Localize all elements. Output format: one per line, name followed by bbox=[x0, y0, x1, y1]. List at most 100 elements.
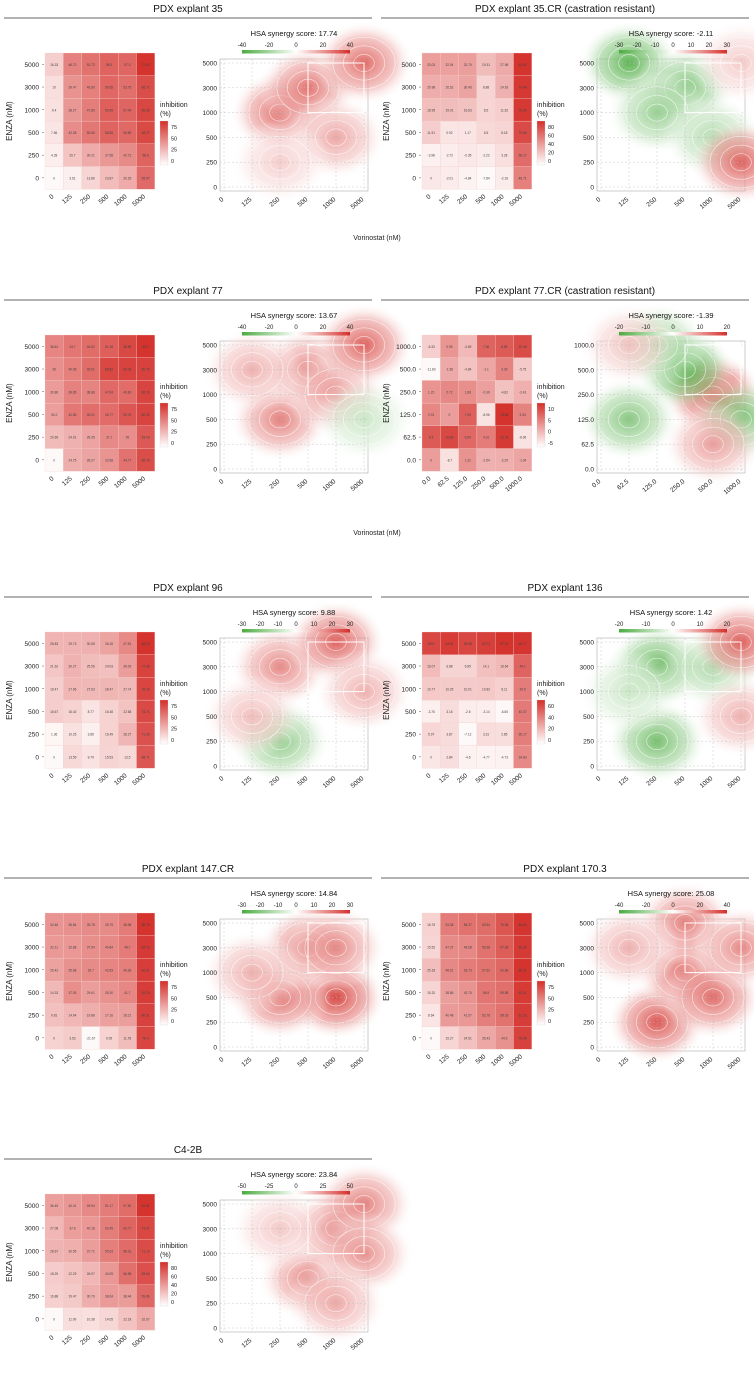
x-tick-label: 5000 bbox=[131, 193, 147, 208]
inhibition-heatmap: 0 11.09 10.38 14.05 22.18 32.67 16.88 19.47 30.7… bbox=[44, 1193, 155, 1331]
cell-value: 73.07 bbox=[142, 1227, 150, 1231]
cell-value: 46.51 bbox=[87, 368, 95, 372]
surface-y-tick-label: 250 bbox=[206, 442, 217, 449]
cell-value: 16.64 bbox=[500, 665, 508, 669]
cell-value: 19.88 bbox=[87, 1014, 95, 1018]
y-tick-label: 3000 bbox=[25, 1226, 40, 1233]
legend-tick-label: 40 bbox=[171, 1283, 177, 1289]
cell-value: 66.71 bbox=[142, 86, 150, 90]
y-tick-label: 1000 bbox=[25, 967, 40, 974]
synergy-score: HSA synergy score: 14.84 bbox=[251, 889, 338, 898]
heatmap-cell bbox=[513, 912, 532, 936]
synergy-tick-label: 50 bbox=[347, 1184, 354, 1190]
cell-value: 7.36 bbox=[483, 345, 489, 349]
legend-tick-label: 0 bbox=[548, 1019, 551, 1025]
cell-value: 8.11 bbox=[501, 687, 507, 691]
x-tick-label: 1000 bbox=[490, 1053, 506, 1068]
cell-value: 27.16 bbox=[105, 1014, 113, 1018]
legend-tick-label: 60 bbox=[171, 1275, 177, 1281]
legend-tick-label: 75 bbox=[171, 125, 177, 131]
cell-value: 27.96 bbox=[68, 687, 76, 691]
x-tick-label: 500 bbox=[475, 193, 488, 206]
x-tick-label: 250 bbox=[456, 193, 469, 206]
surface-x-tick-label: 5000 bbox=[350, 478, 366, 493]
legend-tick-label: 20 bbox=[171, 1292, 177, 1298]
cell-value: 32.04 bbox=[445, 63, 453, 67]
cell-value: 39.47 bbox=[68, 86, 76, 90]
y-tick-label: 3000 bbox=[402, 664, 417, 671]
surface-y-tick-label: 62.5 bbox=[581, 442, 594, 449]
cell-value: 18.95 bbox=[427, 108, 435, 112]
cell-value: 57.52 bbox=[482, 968, 490, 972]
panel-4: PDX explant 96 0 13.59 9.79 15.53 13.5 68.71 1.… bbox=[4, 583, 415, 790]
legend-tick-label: 80 bbox=[171, 1266, 177, 1272]
x-tick-label: 500 bbox=[475, 772, 488, 785]
y-tick-label: 0 bbox=[35, 175, 39, 182]
cell-value: 42.72 bbox=[123, 154, 131, 158]
cell-value: -1.04 bbox=[519, 458, 526, 462]
y-tick-label: 1000 bbox=[402, 967, 417, 974]
synergy-tick-label: 0 bbox=[294, 903, 298, 909]
synergy-tick-label: -20 bbox=[633, 43, 642, 49]
cell-value: 46.36 bbox=[123, 968, 131, 972]
cell-value: 44.5 bbox=[501, 1036, 507, 1040]
synergy-legend-bar bbox=[619, 629, 727, 633]
max-synergy-area bbox=[684, 62, 742, 114]
cell-value: 10.82 bbox=[482, 687, 490, 691]
surface-y-tick-label: 5000 bbox=[203, 921, 218, 928]
cell-value: 77.02 bbox=[142, 63, 150, 67]
panel-2: PDX explant 77 0 24.75 28.27 33.58 44.77 56.75… bbox=[4, 286, 415, 493]
legend-tick-label: 0 bbox=[548, 159, 551, 165]
cell-value: 58.82 bbox=[105, 368, 113, 372]
cell-value: -4.82 bbox=[501, 390, 508, 394]
legend-tick-label: 0 bbox=[171, 441, 174, 447]
surface-y-tick-label: 500.0 bbox=[578, 367, 595, 374]
cell-value: 71.29 bbox=[142, 733, 150, 737]
cell-value: 20.69 bbox=[50, 436, 58, 440]
y-tick-label: 0 bbox=[412, 1035, 416, 1042]
cell-value: 62.73 bbox=[482, 642, 490, 646]
cell-value: 28.83 bbox=[50, 642, 58, 646]
legend-tick-label: 0 bbox=[548, 430, 551, 436]
synergy-tick-label: 40 bbox=[347, 43, 354, 49]
cell-value: 40.41 bbox=[68, 1204, 76, 1208]
legend-tick-label: 40 bbox=[548, 142, 554, 148]
cell-value: 10.01 bbox=[464, 687, 472, 691]
legend-tick-label: 50 bbox=[548, 996, 554, 1002]
cell-value: 14.33 bbox=[50, 991, 58, 995]
synergy-tick-label: 20 bbox=[329, 903, 336, 909]
cell-value: 70.85 bbox=[519, 131, 527, 135]
heatmap-cell bbox=[136, 1193, 155, 1217]
max-synergy-area bbox=[307, 1203, 365, 1255]
cell-value: 30.55 bbox=[68, 1249, 76, 1253]
surface-y-tick-label: 1000 bbox=[203, 970, 218, 977]
surface-y-tick-label: 250 bbox=[583, 739, 594, 746]
heatmap-cell bbox=[513, 52, 532, 76]
synergy-tick-label: -20 bbox=[256, 622, 265, 628]
cell-value: 28.35 bbox=[87, 436, 95, 440]
surface-y-tick-label: 500 bbox=[206, 995, 217, 1002]
cell-value: 36.45 bbox=[50, 1204, 58, 1208]
cell-value: 16.83 bbox=[464, 108, 472, 112]
cell-value: 58.33 bbox=[500, 1014, 508, 1018]
cell-value: 32.88 bbox=[68, 946, 76, 950]
cell-value: 2.72 bbox=[446, 390, 452, 394]
y-axis-label: ENZA (nM) bbox=[382, 101, 391, 141]
y-axis-label: ENZA (nM) bbox=[382, 961, 391, 1001]
cell-value: 40.08 bbox=[68, 368, 76, 372]
cell-value: 18.47 bbox=[50, 687, 58, 691]
synergy-tick-label: -20 bbox=[265, 325, 274, 331]
cell-value: 0 bbox=[430, 176, 432, 180]
cell-value: 19.01 bbox=[445, 108, 453, 112]
x-tick-label: 1000 bbox=[113, 772, 129, 787]
legend-unit: (%) bbox=[537, 971, 548, 978]
cell-value: 14.1 bbox=[483, 665, 489, 669]
y-tick-label: 3000 bbox=[25, 664, 40, 671]
y-tick-label: 3000 bbox=[25, 945, 40, 952]
cell-value: 16.75 bbox=[427, 923, 435, 927]
y-tick-label: 0 bbox=[35, 1035, 39, 1042]
cell-value: 1.36 bbox=[51, 733, 57, 737]
cell-value: 60.77 bbox=[123, 1227, 131, 1231]
x-tick-label: 0 bbox=[425, 1053, 433, 1061]
inhibition-legend-bar bbox=[159, 1261, 169, 1307]
